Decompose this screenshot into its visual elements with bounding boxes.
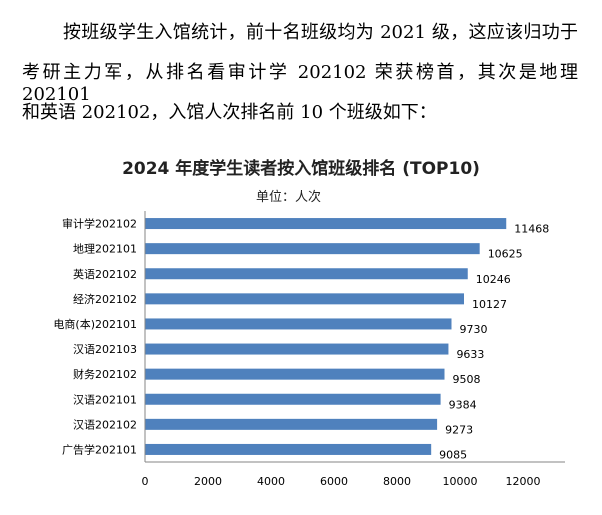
data-label: 9085 (439, 448, 467, 461)
x-tick-label: 6000 (320, 475, 348, 488)
category-label: 英语202102 (73, 267, 137, 281)
bar (145, 218, 507, 230)
bar (145, 443, 432, 455)
bar (145, 243, 480, 255)
category-label: 电商(本)202101 (53, 317, 137, 331)
bar (145, 268, 468, 280)
x-tick-label: 12000 (506, 475, 541, 488)
x-tick-label: 4000 (257, 475, 285, 488)
category-label: 审计学202102 (62, 217, 137, 231)
data-label: 9633 (456, 348, 484, 361)
bar (145, 318, 452, 330)
bar (145, 418, 438, 430)
paragraph-line-1: 按班级学生入馆统计，前十名班级均为 2021 级，这应该归功于 (63, 22, 578, 43)
data-label: 9384 (449, 398, 477, 411)
bar (145, 393, 441, 405)
bar (145, 293, 465, 305)
category-label: 汉语202103 (73, 343, 137, 356)
category-label: 汉语202101 (73, 393, 137, 406)
data-label: 9730 (459, 323, 487, 336)
bar (145, 343, 449, 355)
bar (145, 368, 445, 380)
category-label: 广告学202101 (62, 442, 137, 456)
data-label: 10246 (476, 273, 511, 286)
paragraph-line-2: 考研主力军，从排名看审计学 202102 荣获榜首，其次是地理 202101 (22, 62, 578, 105)
chart-unit-label: 单位：人次 (256, 190, 322, 205)
data-label: 10625 (488, 248, 523, 261)
data-label: 10127 (472, 298, 507, 311)
category-label: 汉语202102 (73, 418, 137, 431)
chart-title: 2024 年度学生读者按入馆班级排名 (TOP10) (122, 159, 480, 179)
data-label: 11468 (514, 223, 549, 236)
data-label: 9273 (445, 423, 473, 436)
x-tick-label: 0 (142, 475, 149, 488)
x-tick-label: 2000 (194, 475, 222, 488)
paragraph-line-3: 和英语 202102，入馆人次排名前 10 个班级如下： (22, 102, 437, 123)
data-label: 9508 (453, 373, 481, 386)
category-label: 经济202102 (73, 292, 137, 306)
category-label: 地理202101 (73, 243, 137, 256)
x-tick-label: 10000 (443, 475, 478, 488)
category-label: 财务202102 (73, 367, 137, 381)
x-tick-label: 8000 (383, 475, 411, 488)
